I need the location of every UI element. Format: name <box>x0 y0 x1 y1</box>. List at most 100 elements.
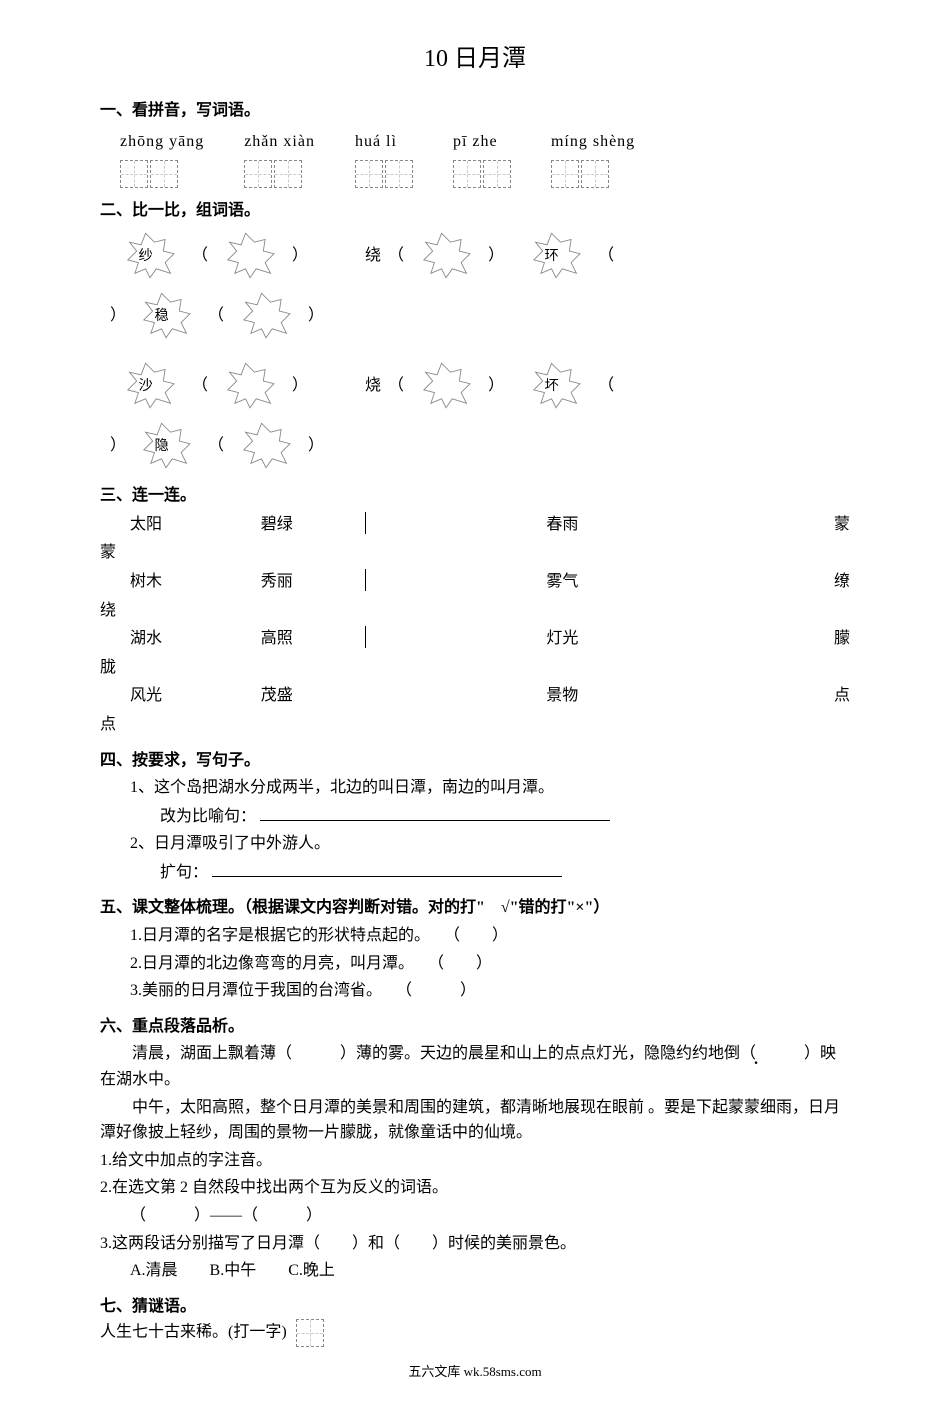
match-left: 太阳 <box>130 512 261 538</box>
text: 清晨，湖面上飘着薄 <box>132 1045 276 1062</box>
label-text: 扩句： <box>160 864 208 881</box>
close-paren: ） <box>488 243 504 269</box>
match-left: 秀丽 <box>261 569 366 595</box>
text: （ ）薄的雾。天边的晨星和山上的点点灯光，隐隐约约地倒 <box>276 1045 740 1062</box>
leaf-icon: 纱 <box>110 228 190 283</box>
match-row: 太阳 碧绿 春雨 蒙 <box>100 512 850 538</box>
q4-1: 1、这个岛把湖水分成两半，北边的叫日潭，南边的叫月潭。 <box>100 775 850 801</box>
match-right: 雾气 <box>546 569 834 595</box>
leaf-icon: 隐 <box>126 418 206 473</box>
divider-icon <box>365 569 366 591</box>
match-right: 朦 <box>834 626 850 652</box>
match-tail: 胧 <box>100 655 850 681</box>
riddle-text: 人生七十古来稀。(打一字) <box>100 1324 287 1341</box>
answer-blank <box>212 859 562 877</box>
q5-text: 2.日月潭的北边像弯弯的月亮，叫月潭。 <box>130 955 414 972</box>
leaf-icon: 环 <box>516 228 596 283</box>
section-1-header: 一、看拼音，写词语。 <box>100 98 850 124</box>
section-3-header: 三、连一连。 <box>100 483 850 509</box>
match-left: 树木 <box>130 569 261 595</box>
leaf-icon <box>210 228 290 283</box>
match-right: 蒙 <box>834 512 850 538</box>
svg-text:隐: 隐 <box>154 437 168 454</box>
char-box <box>551 160 579 188</box>
leaf-row-2: 沙 （ ） 烧 （ ） 坏 （ <box>100 358 850 413</box>
open-paren: （ <box>598 373 614 399</box>
q5-paren: （ ） <box>428 951 492 977</box>
divider-icon <box>365 512 366 534</box>
char-box <box>150 160 178 188</box>
match-left: 茂盛 <box>261 683 366 709</box>
section-2-header: 二、比一比，组词语。 <box>100 198 850 224</box>
leaf-icon: 坏 <box>516 358 596 413</box>
pinyin-item-4: míng shèng <box>551 129 635 188</box>
pinyin-item-2: huá lì <box>355 129 413 188</box>
leaf-char: 纱 <box>138 248 152 264</box>
close-paren: ） <box>308 433 324 459</box>
page-title: 10 日月潭 <box>100 40 850 78</box>
q6-2: 2.在选文第 2 自然段中找出两个互为反义的词语。 <box>100 1175 850 1201</box>
q6-1: 1.给文中加点的字注音。 <box>100 1148 850 1174</box>
leaf-icon <box>226 418 306 473</box>
open-paren: （ <box>388 243 404 269</box>
match-row: 湖水 高照 灯光 朦 <box>100 626 850 652</box>
match-row: 风光 茂盛 景物 点 <box>100 683 850 709</box>
open-paren: （ <box>388 373 404 399</box>
match-tail: 点 <box>100 712 850 738</box>
svg-text:环: 环 <box>545 248 559 264</box>
match-right: 景物 <box>546 683 834 709</box>
svg-text:沙: 沙 <box>138 378 152 394</box>
match-left: 湖水 <box>130 626 261 652</box>
char-boxes <box>355 160 413 188</box>
q4-2: 2、日月潭吸引了中外游人。 <box>100 831 850 857</box>
pinyin-item-1: zhǎn xiàn <box>244 129 315 188</box>
divider-icon <box>365 626 366 648</box>
section-6-header: 六、重点段落品析。 <box>100 1014 850 1040</box>
close-paren: ） <box>110 303 126 329</box>
q4-1-label: 改为比喻句： <box>100 803 850 830</box>
leaf-icon: 沙 <box>110 358 190 413</box>
leaf-icon <box>210 358 290 413</box>
char-box <box>581 160 609 188</box>
pinyin-text: pī zhe <box>453 129 498 155</box>
answer-blank <box>260 803 610 821</box>
match-left: 碧绿 <box>261 512 366 538</box>
leaf-row-2b: ） 隐 （ ） <box>100 418 850 473</box>
passage-1: 清晨，湖面上飘着薄（ ）薄的雾。天边的晨星和山上的点点灯光，隐隐约约地倒（ ）映… <box>100 1041 850 1092</box>
char-boxes <box>551 160 609 188</box>
match-block: 太阳 碧绿 春雨 蒙 蒙 树木 秀丽 雾气 缭 绕 湖水 高照 灯光 朦 胧 风… <box>100 512 850 738</box>
open-paren: （ <box>598 243 614 269</box>
pinyin-text: míng shèng <box>551 129 635 155</box>
match-tail: 绕 <box>100 598 850 624</box>
char-box <box>453 160 481 188</box>
section-5-header: 五、课文整体梳理。（根据课文内容判断对错。对的打" √"错的打"×"） <box>100 895 850 921</box>
match-row: 树木 秀丽 雾气 缭 <box>100 569 850 595</box>
section-4-header: 四、按要求，写句子。 <box>100 748 850 774</box>
answer-box <box>296 1319 324 1347</box>
q6-2-blank: （ ）——（ ） <box>100 1203 850 1229</box>
q4-2-label: 扩句： <box>100 859 850 886</box>
char-box <box>120 160 148 188</box>
q6-3-opts: A.清晨 B.中午 C.晚上 <box>100 1258 850 1284</box>
svg-text:坏: 坏 <box>545 377 559 394</box>
pinyin-text: zhōng yāng <box>120 129 204 155</box>
char-box <box>274 160 302 188</box>
leaf-icon: 稳 <box>126 288 206 343</box>
q6-3: 3.这两段话分别描写了日月潭（ ）和（ ）时候的美丽景色。 <box>100 1231 850 1257</box>
riddle-line: 人生七十古来稀。(打一字) <box>100 1319 850 1347</box>
leaf-row-1b: ） 稳 （ ） <box>100 288 850 343</box>
q5-paren: （ ） <box>444 923 508 949</box>
char-boxes <box>453 160 511 188</box>
svg-text:稳: 稳 <box>154 307 168 324</box>
leaf-icon <box>226 288 306 343</box>
q5-item: 1.日月潭的名字是根据它的形状特点起的。 （ ） <box>100 923 850 949</box>
match-right: 点 <box>834 683 850 709</box>
page-footer: 五六文库 wk.58sms.com <box>100 1362 850 1383</box>
q5-text: 3.美丽的日月潭位于我国的台湾省。 <box>130 982 382 999</box>
open-paren: （ <box>192 243 208 269</box>
section-7-header: 七、猜谜语。 <box>100 1294 850 1320</box>
pinyin-text: huá lì <box>355 129 397 155</box>
char-box <box>483 160 511 188</box>
leaf-row-1: 纱 （ ） 绕 （ ） 环 （ <box>100 228 850 283</box>
close-paren: ） <box>488 373 504 399</box>
